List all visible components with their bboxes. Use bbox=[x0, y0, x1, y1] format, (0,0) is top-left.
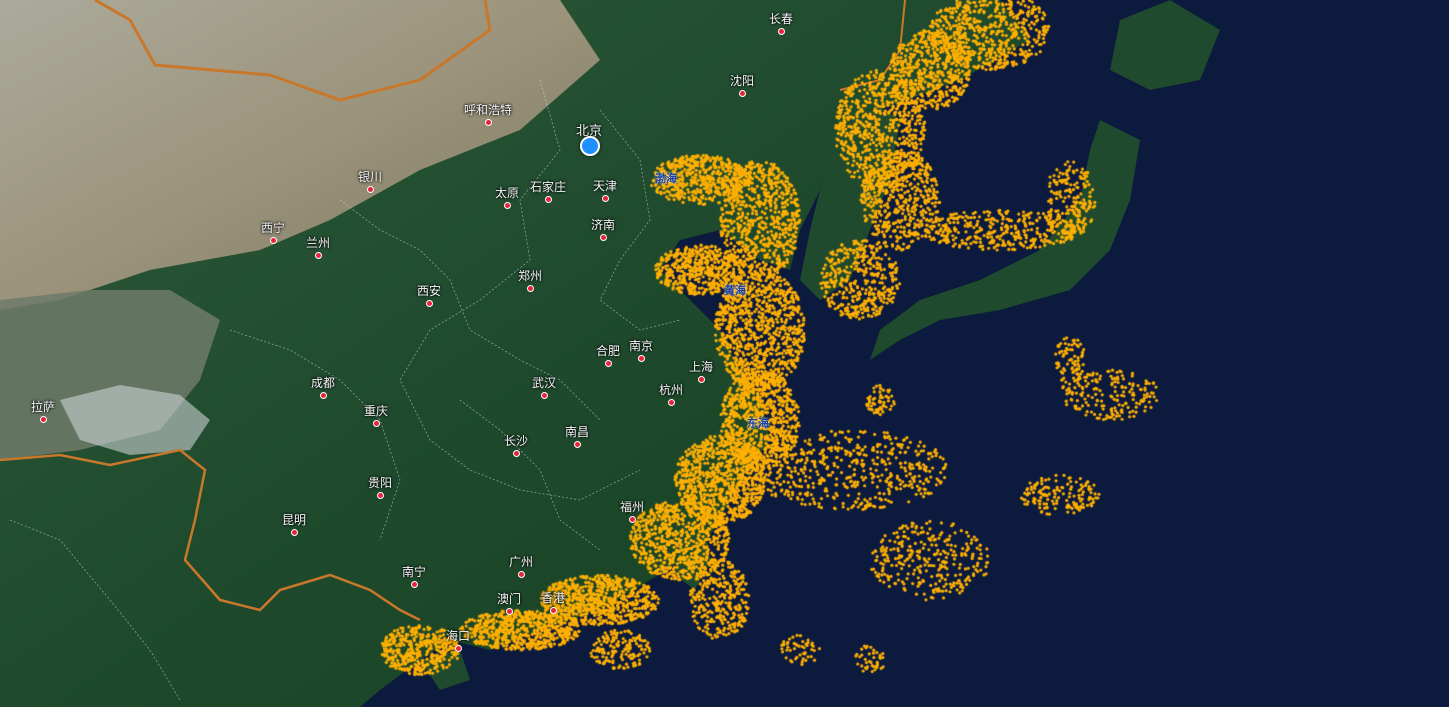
red-dot-icon bbox=[503, 202, 511, 209]
red-dot-icon bbox=[517, 571, 525, 578]
red-dot-icon bbox=[314, 252, 322, 259]
city-label: 南京 bbox=[628, 339, 654, 353]
red-dot-icon bbox=[599, 234, 607, 241]
city-marker[interactable]: 天津 bbox=[593, 179, 617, 202]
city-label: 银川 bbox=[357, 170, 383, 184]
red-dot-icon bbox=[540, 392, 548, 399]
red-dot-icon bbox=[290, 529, 298, 536]
city-marker[interactable]: 贵阳 bbox=[368, 476, 392, 499]
city-label: 南宁 bbox=[401, 565, 427, 579]
city-label: 呼和浩特 bbox=[463, 103, 513, 117]
red-dot-icon bbox=[628, 516, 636, 523]
city-label: 贵阳 bbox=[367, 476, 393, 490]
city-label: 西安 bbox=[416, 284, 442, 298]
city-marker[interactable]: 长沙 bbox=[504, 434, 528, 457]
city-marker[interactable]: 福州 bbox=[620, 500, 644, 523]
city-label: 杭州 bbox=[658, 383, 684, 397]
city-label: 合肥 bbox=[595, 344, 621, 358]
red-dot-icon bbox=[484, 119, 492, 126]
city-marker[interactable]: 杭州 bbox=[659, 383, 683, 406]
city-label: 上海 bbox=[688, 360, 714, 374]
red-dot-icon bbox=[410, 581, 418, 588]
red-dot-icon bbox=[269, 237, 277, 244]
red-dot-icon bbox=[372, 420, 380, 427]
city-marker[interactable]: 拉萨 bbox=[31, 400, 55, 423]
red-dot-icon bbox=[544, 196, 552, 203]
city-label: 长沙 bbox=[503, 434, 529, 448]
city-label: 长春 bbox=[768, 12, 794, 26]
city-marker[interactable]: 长春 bbox=[769, 12, 793, 35]
city-marker[interactable]: 昆明 bbox=[282, 513, 306, 536]
red-dot-icon bbox=[637, 355, 645, 362]
red-dot-icon bbox=[512, 450, 520, 457]
city-marker[interactable]: 郑州 bbox=[518, 269, 542, 292]
city-marker[interactable]: 南京 bbox=[629, 339, 653, 362]
city-marker[interactable]: 澳门 bbox=[497, 592, 521, 615]
city-marker[interactable]: 太原 bbox=[495, 186, 519, 209]
red-dot-icon bbox=[604, 360, 612, 367]
red-dot-icon bbox=[573, 441, 581, 448]
city-marker[interactable]: 武汉 bbox=[532, 376, 556, 399]
city-marker[interactable]: 南昌 bbox=[565, 425, 589, 448]
capital-city[interactable]: 北京 bbox=[576, 125, 602, 141]
city-label: 沈阳 bbox=[729, 74, 755, 88]
city-marker[interactable]: 南宁 bbox=[402, 565, 426, 588]
city-label: 兰州 bbox=[305, 236, 331, 250]
red-dot-icon bbox=[505, 608, 513, 615]
city-marker[interactable]: 银川 bbox=[358, 170, 382, 193]
city-label: 香港 bbox=[540, 591, 566, 605]
city-marker[interactable]: 西安 bbox=[417, 284, 441, 307]
city-label: 天津 bbox=[592, 179, 618, 193]
red-dot-icon bbox=[39, 416, 47, 423]
city-marker[interactable]: 呼和浩特 bbox=[464, 103, 512, 126]
city-label: 重庆 bbox=[363, 404, 389, 418]
red-dot-icon bbox=[526, 285, 534, 292]
red-dot-icon bbox=[376, 492, 384, 499]
city-marker[interactable]: 上海 bbox=[689, 360, 713, 383]
city-label: 济南 bbox=[590, 218, 616, 232]
city-marker[interactable]: 海口 bbox=[446, 629, 470, 652]
red-dot-icon bbox=[697, 376, 705, 383]
city-label: 南昌 bbox=[564, 425, 590, 439]
sea-label: 渤海 bbox=[655, 172, 677, 185]
city-label: 石家庄 bbox=[529, 180, 567, 194]
city-label: 昆明 bbox=[281, 513, 307, 527]
red-dot-icon bbox=[454, 645, 462, 652]
city-marker[interactable]: 兰州 bbox=[306, 236, 330, 259]
city-label: 广州 bbox=[508, 555, 534, 569]
city-marker[interactable]: 香港 bbox=[541, 591, 565, 614]
city-label: 澳门 bbox=[496, 592, 522, 606]
red-dot-icon bbox=[366, 186, 374, 193]
city-marker[interactable]: 济南 bbox=[591, 218, 615, 241]
red-dot-icon bbox=[601, 195, 609, 202]
sea-label: 东海 bbox=[747, 417, 769, 430]
city-label: 海口 bbox=[445, 629, 471, 643]
sea-label: 黄海 bbox=[724, 284, 746, 297]
blue-circle-icon[interactable] bbox=[580, 136, 600, 156]
red-dot-icon bbox=[549, 607, 557, 614]
city-label: 西宁 bbox=[260, 221, 286, 235]
capital-label: 北京 bbox=[575, 124, 603, 139]
red-dot-icon bbox=[425, 300, 433, 307]
city-marker[interactable]: 广州 bbox=[509, 555, 533, 578]
city-marker[interactable]: 重庆 bbox=[364, 404, 388, 427]
city-label: 武汉 bbox=[531, 376, 557, 390]
city-marker[interactable]: 合肥 bbox=[596, 344, 620, 367]
city-marker[interactable]: 成都 bbox=[311, 376, 335, 399]
city-label: 郑州 bbox=[517, 269, 543, 283]
city-label: 成都 bbox=[310, 376, 336, 390]
red-dot-icon bbox=[738, 90, 746, 97]
city-label: 福州 bbox=[619, 500, 645, 514]
city-marker[interactable]: 石家庄 bbox=[530, 180, 566, 203]
red-dot-icon bbox=[667, 399, 675, 406]
city-marker[interactable]: 沈阳 bbox=[730, 74, 754, 97]
city-marker[interactable]: 西宁 bbox=[261, 221, 285, 244]
city-label: 太原 bbox=[494, 186, 520, 200]
city-label: 拉萨 bbox=[30, 400, 56, 414]
red-dot-icon bbox=[319, 392, 327, 399]
red-dot-icon bbox=[777, 28, 785, 35]
